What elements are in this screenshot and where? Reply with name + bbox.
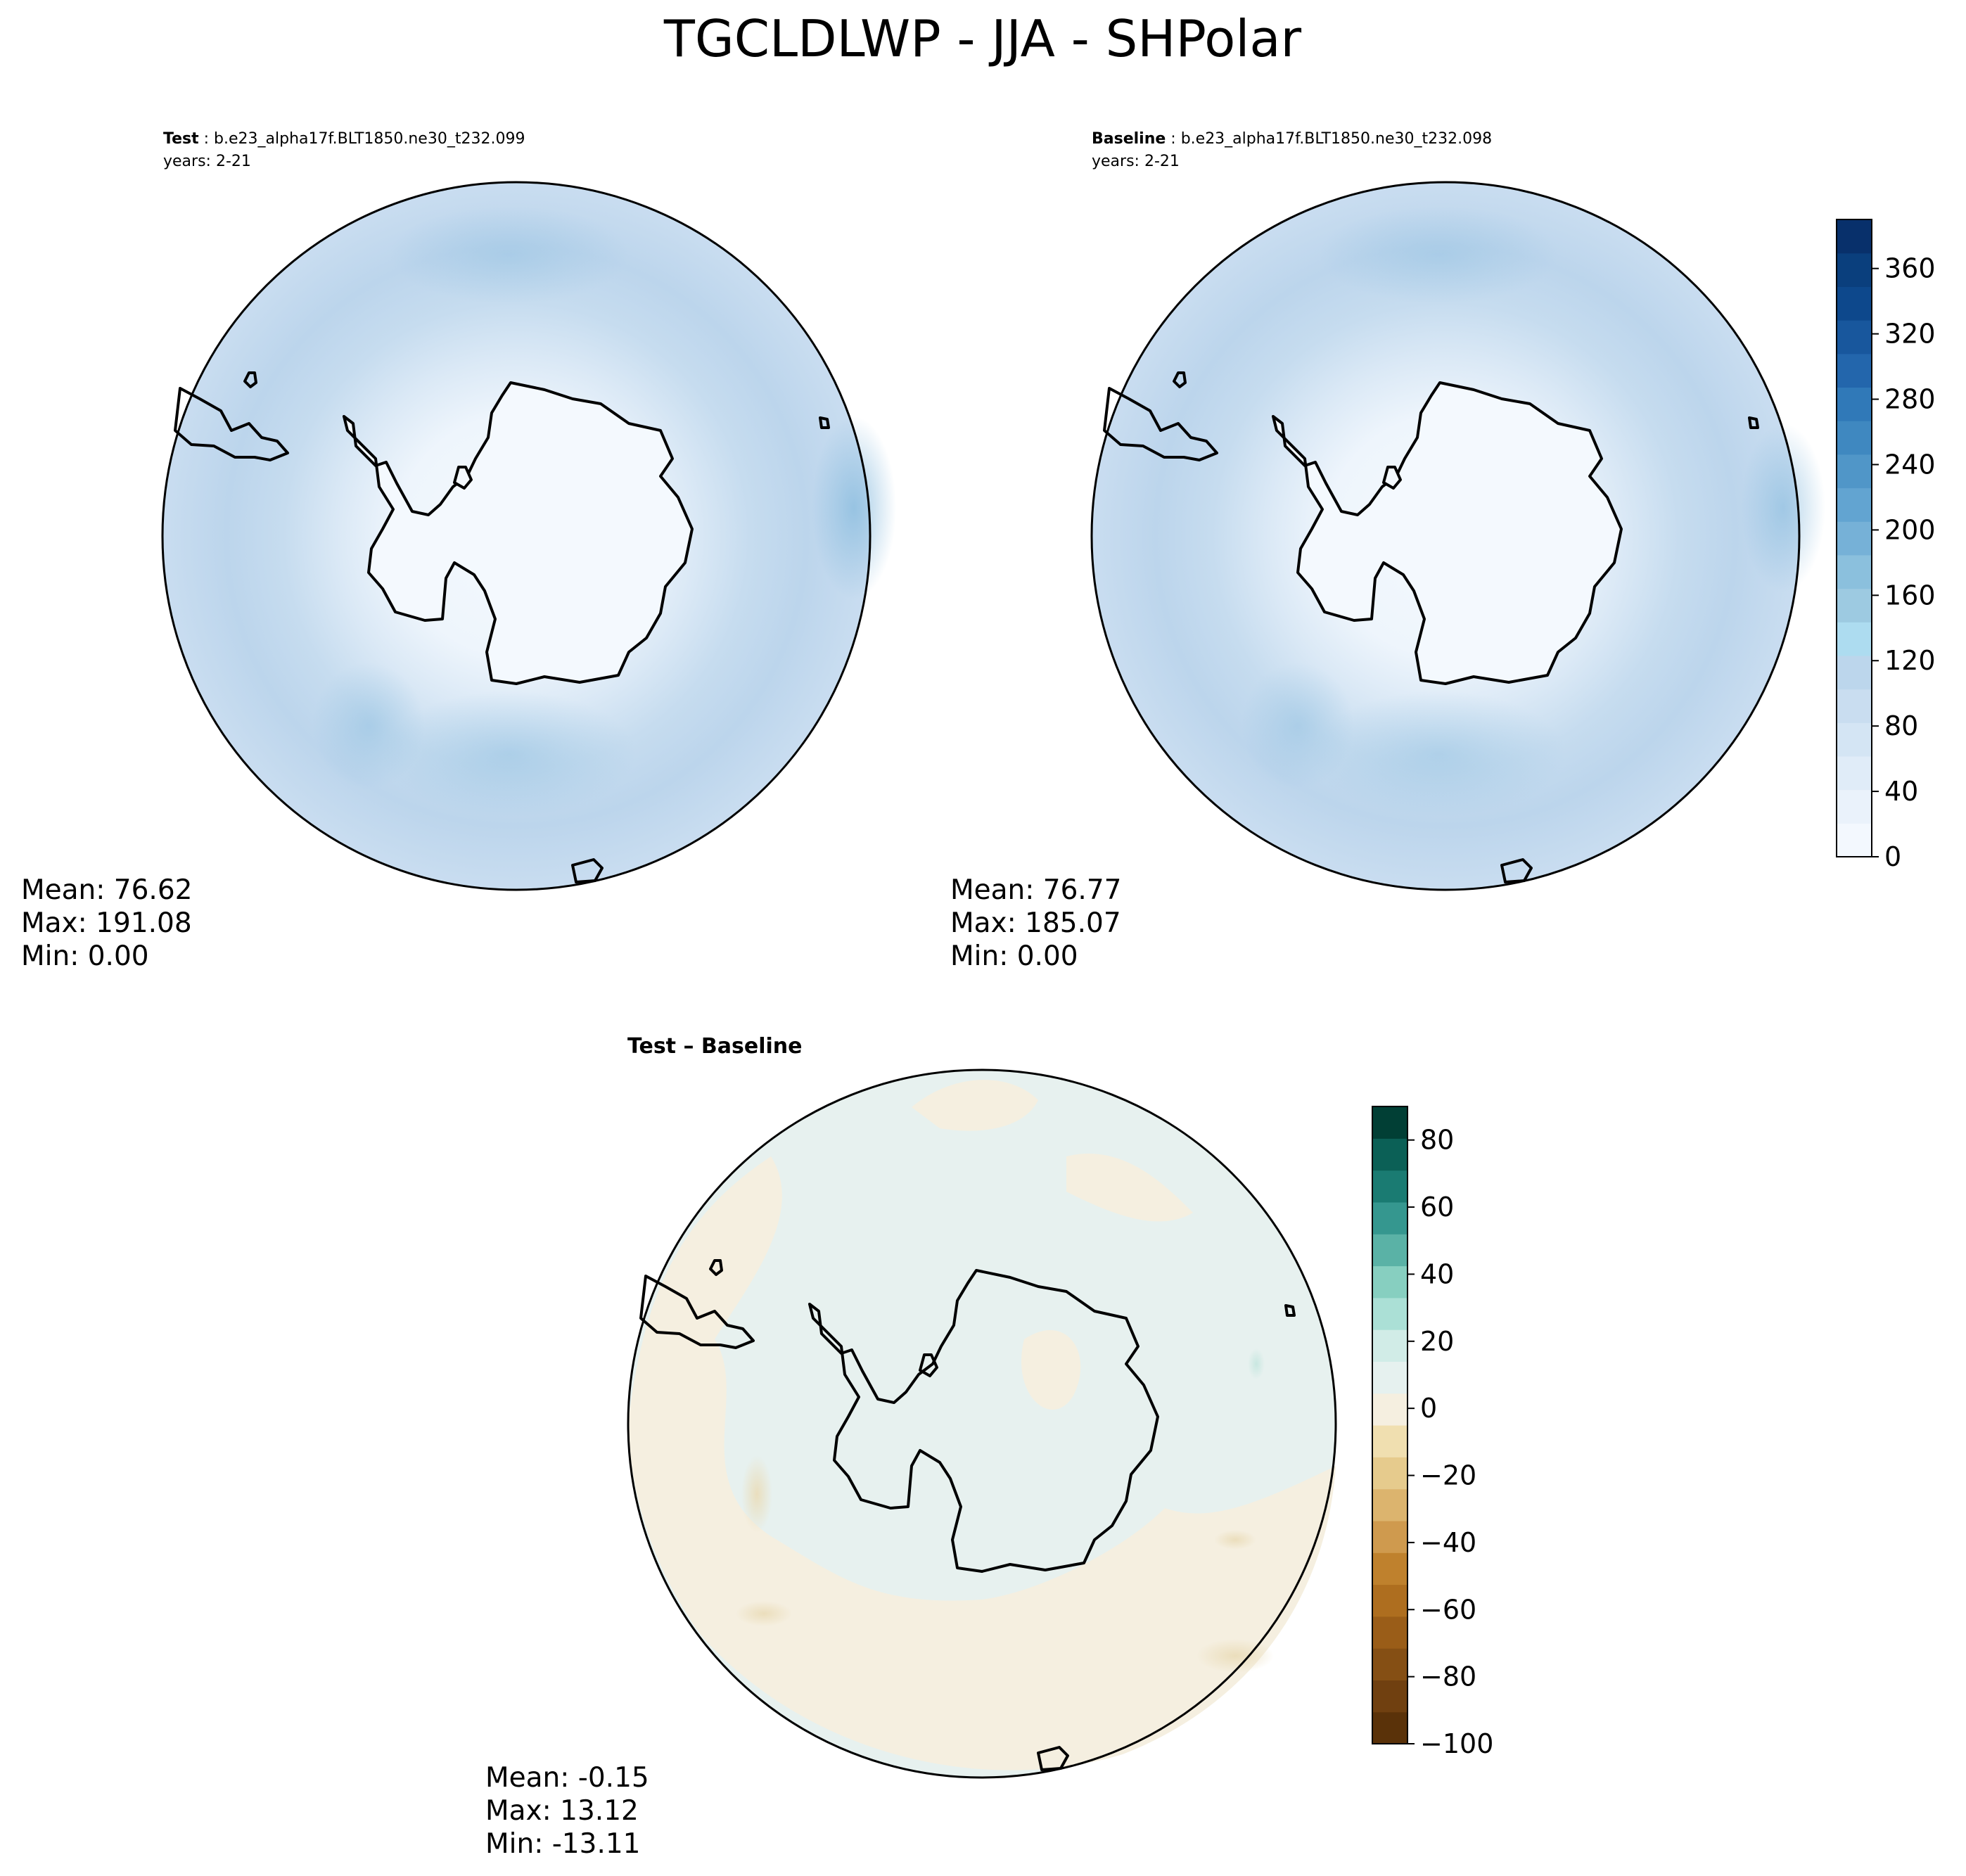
colorbar-swatch [1372,1425,1408,1457]
map-baseline [1090,181,1825,891]
panel-baseline: Baseline : b.e23_alpha17f.BLT1850.ne30_t… [950,130,1825,972]
colorbar-swatch [1837,689,1872,723]
colorbar-tick-label: 120 [1884,645,1936,676]
colorbar-swatch [1372,1201,1408,1234]
colorbar-swatch [1837,353,1872,388]
panel-test-title: Test : b.e23_alpha17f.BLT1850.ne30_t232.… [163,130,525,148]
colorbar-tick-label: 40 [1884,776,1918,807]
colorbar-tick-label: 240 [1884,449,1936,480]
colorbar-swatch [1372,1234,1408,1267]
colorbar-swatch [1837,789,1872,824]
stat-min: Min: 0.00 [21,940,149,972]
colorbar-swatch [1837,421,1872,455]
colorbar-swatch [1837,554,1872,589]
colorbar-tick-label: 80 [1420,1125,1454,1156]
colorbar-swatch [1837,286,1872,321]
colorbar-swatch [1837,755,1872,791]
colorbar-swatch [1372,1138,1408,1171]
colorbar-swatch [1837,487,1872,522]
colorbar-swatch [1837,622,1872,656]
colorbar-swatch [1372,1361,1408,1394]
stat-mean: Mean: 76.77 [950,874,1121,906]
stat-max: Max: 185.07 [950,907,1121,939]
panel-baseline-label: Baseline [1092,130,1166,148]
colorbar-swatch [1837,588,1872,623]
panel-baseline-case: : b.e23_alpha17f.BLT1850.ne30_t232.098 [1166,130,1492,148]
map-diff [627,1068,1337,1779]
colorbar-tick-label: 360 [1884,253,1936,284]
panel-diff: Test – Baseline [485,1034,1337,1860]
colorbar-tick-label: 80 [1884,710,1918,741]
colorbar-swatch [1372,1106,1408,1139]
stat-max: Max: 191.08 [21,907,192,939]
colorbar-swatch [1372,1552,1408,1585]
colorbar-tick-label: −20 [1420,1460,1476,1491]
colorbar-swatch [1372,1457,1408,1490]
colorbar-tick-label: 280 [1884,384,1936,415]
colorbar-swatch [1372,1329,1408,1362]
panel-baseline-years: years: 2-21 [1092,153,1180,170]
colorbar-swatch [1837,320,1872,355]
stat-mean: Mean: -0.15 [485,1762,649,1794]
colorbar-tick-label: −40 [1420,1527,1476,1558]
panel-test-case: : b.e23_alpha17f.BLT1850.ne30_t232.099 [199,130,525,148]
colorbar-tick-label: −80 [1420,1661,1476,1692]
colorbar-swatch [1837,454,1872,489]
panel-diff-title: Test – Baseline [627,1034,803,1059]
panel-test-years: years: 2-21 [163,153,251,170]
stat-min: Min: 0.00 [950,940,1078,972]
colorbar-tick-label: −60 [1420,1594,1476,1625]
colorbar-swatch [1372,1170,1408,1203]
colorbar-tick-label: 200 [1884,514,1936,545]
colorbar-tick-label: 20 [1420,1326,1454,1357]
colorbar-tick-label: 60 [1420,1192,1454,1223]
stat-min: Min: -13.11 [485,1828,640,1860]
colorbar-swatch [1372,1584,1408,1617]
colorbar-swatch [1837,521,1872,556]
colorbar-swatch [1372,1297,1408,1330]
colorbar-tick-label: 160 [1884,580,1936,611]
panel-baseline-title: Baseline : b.e23_alpha17f.BLT1850.ne30_t… [1092,130,1492,148]
colorbar-swatch [1837,823,1872,857]
colorbar-frame [1836,219,1872,857]
colorbar-main: 0 40 80 120 160 200 240 280 320 360 [1836,219,1936,872]
colorbar-swatch [1372,1711,1408,1744]
colorbar-swatch [1837,655,1872,690]
colorbar-swatch [1837,253,1872,287]
colorbar-swatch [1372,1488,1408,1521]
map-test [161,181,896,891]
colorbar-swatch [1372,1648,1408,1680]
colorbar-swatch [1837,387,1872,421]
stat-mean: Mean: 76.62 [21,874,192,906]
colorbar-swatch [1837,722,1872,757]
colorbar-tick-label: −100 [1420,1728,1493,1759]
stat-max: Max: 13.12 [485,1795,639,1827]
colorbar-tick-label: 0 [1420,1393,1437,1424]
colorbar-diff: −100 −80 −60 −40 −20 0 20 40 60 80 [1372,1106,1493,1759]
colorbar-swatch [1837,219,1872,254]
colorbar-tick-label: 320 [1884,319,1936,350]
colorbar-swatch [1372,1393,1408,1426]
colorbar-frame [1372,1106,1408,1744]
colorbar-tick-label: 0 [1884,841,1901,872]
panel-test-label: Test [163,130,199,148]
colorbar-swatch [1372,1265,1408,1298]
panel-test: Test : b.e23_alpha17f.BLT1850.ne30_t232.… [21,130,896,972]
colorbar-swatch [1372,1616,1408,1649]
colorbar-swatch [1372,1680,1408,1713]
colorbar-swatch [1372,1520,1408,1553]
colorbar-tick-label: 40 [1420,1258,1454,1289]
figure-title: TGCLDLWP - JJA - SHPolar [663,9,1302,68]
